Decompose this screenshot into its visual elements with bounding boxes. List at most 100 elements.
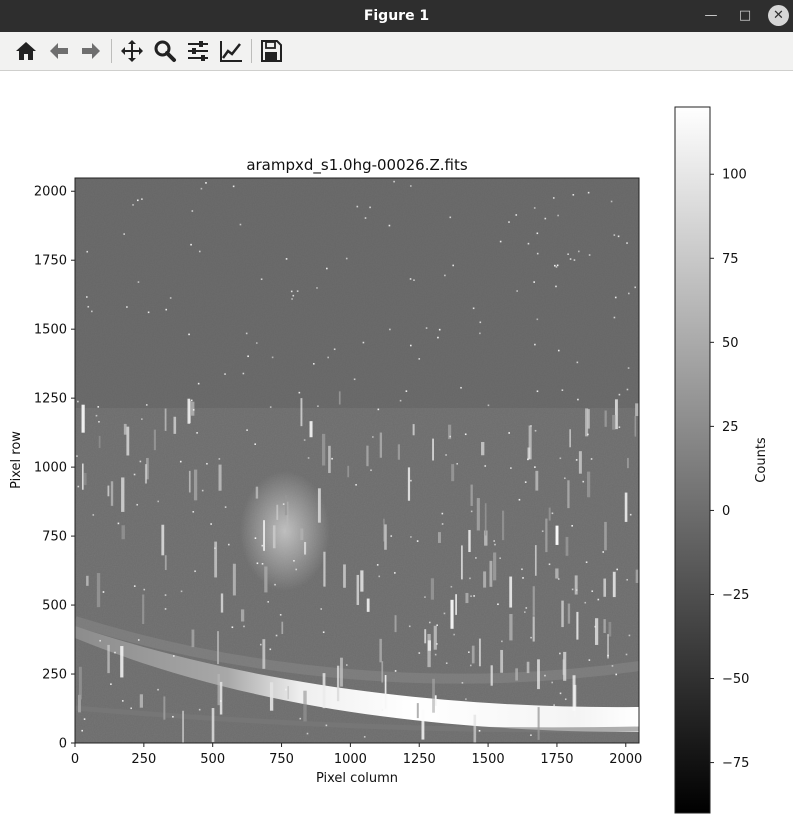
hot-pixel — [198, 708, 201, 711]
hot-pixel — [460, 386, 462, 389]
hot-pixel — [525, 607, 528, 609]
emission-line — [481, 442, 485, 456]
hot-pixels — [76, 180, 637, 738]
hot-pixel — [484, 465, 487, 467]
hot-pixel — [548, 563, 551, 566]
emission-line — [384, 524, 387, 550]
emission-line — [565, 536, 569, 556]
back-button[interactable] — [44, 36, 74, 66]
hot-pixel — [356, 205, 359, 208]
colorbar-tick-label: −75 — [722, 756, 749, 771]
hot-pixel — [445, 662, 448, 664]
y-tick-label: 1250 — [34, 392, 67, 407]
emission-line — [121, 477, 125, 512]
forward-button[interactable] — [76, 36, 106, 66]
emission-line — [604, 521, 607, 551]
emission-line — [537, 659, 540, 690]
window-title: Figure 1 — [363, 8, 430, 24]
hot-pixel — [369, 206, 371, 209]
hot-pixel — [245, 332, 248, 335]
hot-pixel — [133, 473, 136, 476]
hot-pixel — [473, 595, 475, 597]
close-icon[interactable]: ✕ — [768, 5, 789, 26]
hot-pixel — [99, 639, 101, 642]
hot-pixel — [536, 318, 539, 321]
hot-pixel — [464, 433, 467, 436]
hot-pixel — [585, 561, 588, 564]
hot-pixel — [191, 210, 194, 212]
hot-pixel — [508, 221, 510, 223]
emission-line — [534, 545, 537, 576]
emission-line — [489, 560, 493, 587]
hot-pixel — [97, 406, 100, 408]
emission-line — [424, 629, 427, 644]
home-button[interactable] — [11, 36, 41, 66]
emission-line — [465, 592, 469, 604]
hot-pixel — [571, 588, 574, 591]
emission-line — [272, 525, 276, 549]
emission-line — [264, 566, 268, 593]
hot-pixel — [91, 310, 93, 313]
hot-pixel — [614, 296, 617, 299]
hot-pixel — [487, 404, 490, 407]
minimize-icon[interactable]: — — [704, 8, 718, 23]
zoom-button[interactable] — [150, 36, 180, 66]
emission-line — [193, 469, 198, 501]
hot-pixel — [409, 278, 412, 280]
emission-line — [576, 611, 579, 640]
hot-pixel — [269, 648, 272, 651]
hot-pixel — [136, 503, 139, 506]
hot-pixel — [597, 598, 600, 601]
colorbar-tick-label: 50 — [722, 336, 739, 351]
save-button[interactable] — [256, 36, 286, 66]
hot-pixel — [629, 513, 632, 516]
hot-pixel — [214, 547, 216, 549]
hot-pixel — [169, 297, 172, 299]
hot-pixel — [81, 729, 83, 732]
emission-line — [384, 675, 387, 709]
emission-line — [567, 480, 570, 509]
emission-line — [484, 530, 488, 546]
pan-button[interactable] — [117, 36, 147, 66]
emission-line — [484, 503, 487, 536]
axes-edit-button[interactable] — [216, 36, 246, 66]
hot-pixel — [363, 736, 366, 738]
emission-line — [173, 416, 177, 434]
hot-pixel — [376, 564, 379, 566]
hot-pixel — [98, 420, 100, 423]
toolbar-separator — [111, 39, 112, 63]
hot-pixel — [465, 698, 467, 700]
y-axis-ticks: 0 250 500 750 1000 1250 1500 1750 2000 — [34, 185, 75, 752]
hot-pixel — [139, 460, 142, 463]
emission-line — [300, 398, 303, 427]
image-axes[interactable] — [75, 178, 639, 747]
hot-pixel — [557, 214, 559, 217]
colorbar[interactable] — [674, 106, 711, 814]
maximize-icon[interactable]: □ — [738, 8, 752, 23]
hot-pixel — [554, 264, 556, 267]
hot-pixel — [92, 514, 95, 516]
hot-pixel — [628, 292, 630, 295]
hot-pixel — [567, 253, 569, 256]
emission-line — [394, 615, 397, 633]
emission-line — [448, 424, 452, 440]
hot-pixel — [544, 217, 547, 220]
hot-pixel — [165, 308, 168, 311]
emission-line — [562, 659, 566, 675]
hot-pixel — [388, 224, 391, 227]
hot-pixel — [137, 281, 140, 283]
zoom-icon — [154, 40, 176, 62]
hot-pixel — [470, 510, 473, 513]
emission-line — [281, 621, 284, 634]
x-tick-label: 1500 — [472, 752, 505, 767]
hot-pixel — [479, 332, 481, 335]
figure-canvas[interactable]: arampxd_s1.0hg-00026.Z.fits 0 250 500 750 10… — [0, 71, 793, 823]
emission-line — [323, 551, 326, 587]
emission-line — [470, 484, 473, 506]
hot-pixel — [441, 523, 444, 525]
hot-pixel — [615, 673, 618, 676]
hot-pixel — [198, 250, 201, 253]
emission-line — [107, 485, 110, 497]
hot-pixel — [261, 544, 264, 547]
subplots-button[interactable] — [183, 36, 213, 66]
